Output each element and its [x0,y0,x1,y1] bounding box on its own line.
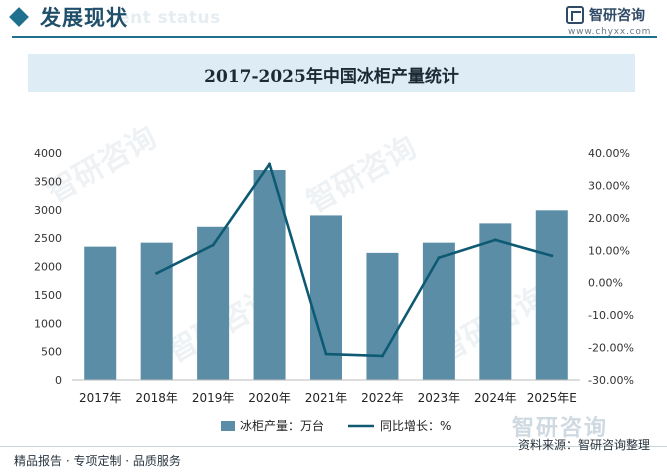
growth-point [324,352,328,356]
section-title: 发展现状 [40,6,128,30]
x-tick-label: 2021年 [305,391,348,405]
y-left-tick-label: 1000 [34,317,62,330]
y-left-tick-label: 2000 [34,261,62,274]
legend-label-bar: 冰柜产量：万台 [240,418,324,433]
x-tick-label: 2017年 [79,391,122,405]
x-tick-label: 2025年E [527,391,577,405]
logo-icon [566,6,584,24]
footer-divider [0,446,667,447]
growth-point [550,254,554,258]
y-right-tick-label: -30.00% [588,374,634,387]
bar [140,242,173,380]
chart-title: 2017-2025年中国冰柜产量统计 [204,67,459,87]
logo: 智研咨询 www.chyxx.com [566,3,666,37]
x-tick-label: 2023年 [418,391,461,405]
growth-point [493,238,497,242]
header: ent status 发展现状 智研咨询 www.chyxx.com [0,0,667,44]
logo-name: 智研咨询 [589,8,645,24]
x-tick-label: 2020年 [248,391,291,405]
y-right-tick-label: -10.00% [588,309,634,322]
x-tick-label: 2024年 [474,391,517,405]
x-tick-label: 2019年 [192,391,235,405]
y-right-tick-label: 10.00% [588,244,630,257]
bar [479,223,512,380]
footer-brand: 智研咨询 [512,416,609,441]
bar [535,210,568,380]
bar [84,246,117,380]
bar [253,170,286,380]
growth-line [156,162,553,358]
growth-point [268,162,272,166]
y-left-tick-label: 3500 [34,175,62,188]
y-left-tick-label: 4000 [34,147,62,160]
header-divider [12,36,657,38]
y-left-tick-label: 3000 [34,204,62,217]
y-right-tick-label: -20.00% [588,342,634,355]
growth-point [380,354,384,358]
y-right-tick-label: 20.00% [588,212,630,225]
growth-point [211,243,215,247]
y-left-tick-label: 1500 [34,289,62,302]
x-tick-label: 2018年 [135,391,178,405]
chart-title-box: 2017-2025年中国冰柜产量统计 [28,54,635,92]
y-left-tick-label: 2500 [34,232,62,245]
section-subtitle: ent status [118,8,221,28]
legend-swatch-bar [221,421,235,431]
y-left-tick-label: 500 [41,346,62,359]
y-right-tick-label: 40.00% [588,147,630,160]
source-note: 资料来源：智研咨询整理 [518,438,651,452]
x-tick-label: 2022年 [361,391,404,405]
y-left-tick-label: 0 [55,374,62,387]
bar [366,252,399,380]
bar [422,242,455,380]
footer-tagline: 精品报告 · 专项定制 · 品质服务 [14,454,181,468]
y-right-tick-label: 0.00% [588,277,623,290]
logo-url: www.chyxx.com [568,27,652,37]
bar [197,226,230,380]
growth-point [155,271,159,275]
growth-point [437,256,441,260]
y-right-tick-label: 30.00% [588,179,630,192]
legend-label-line: 同比增长：% [380,419,451,433]
